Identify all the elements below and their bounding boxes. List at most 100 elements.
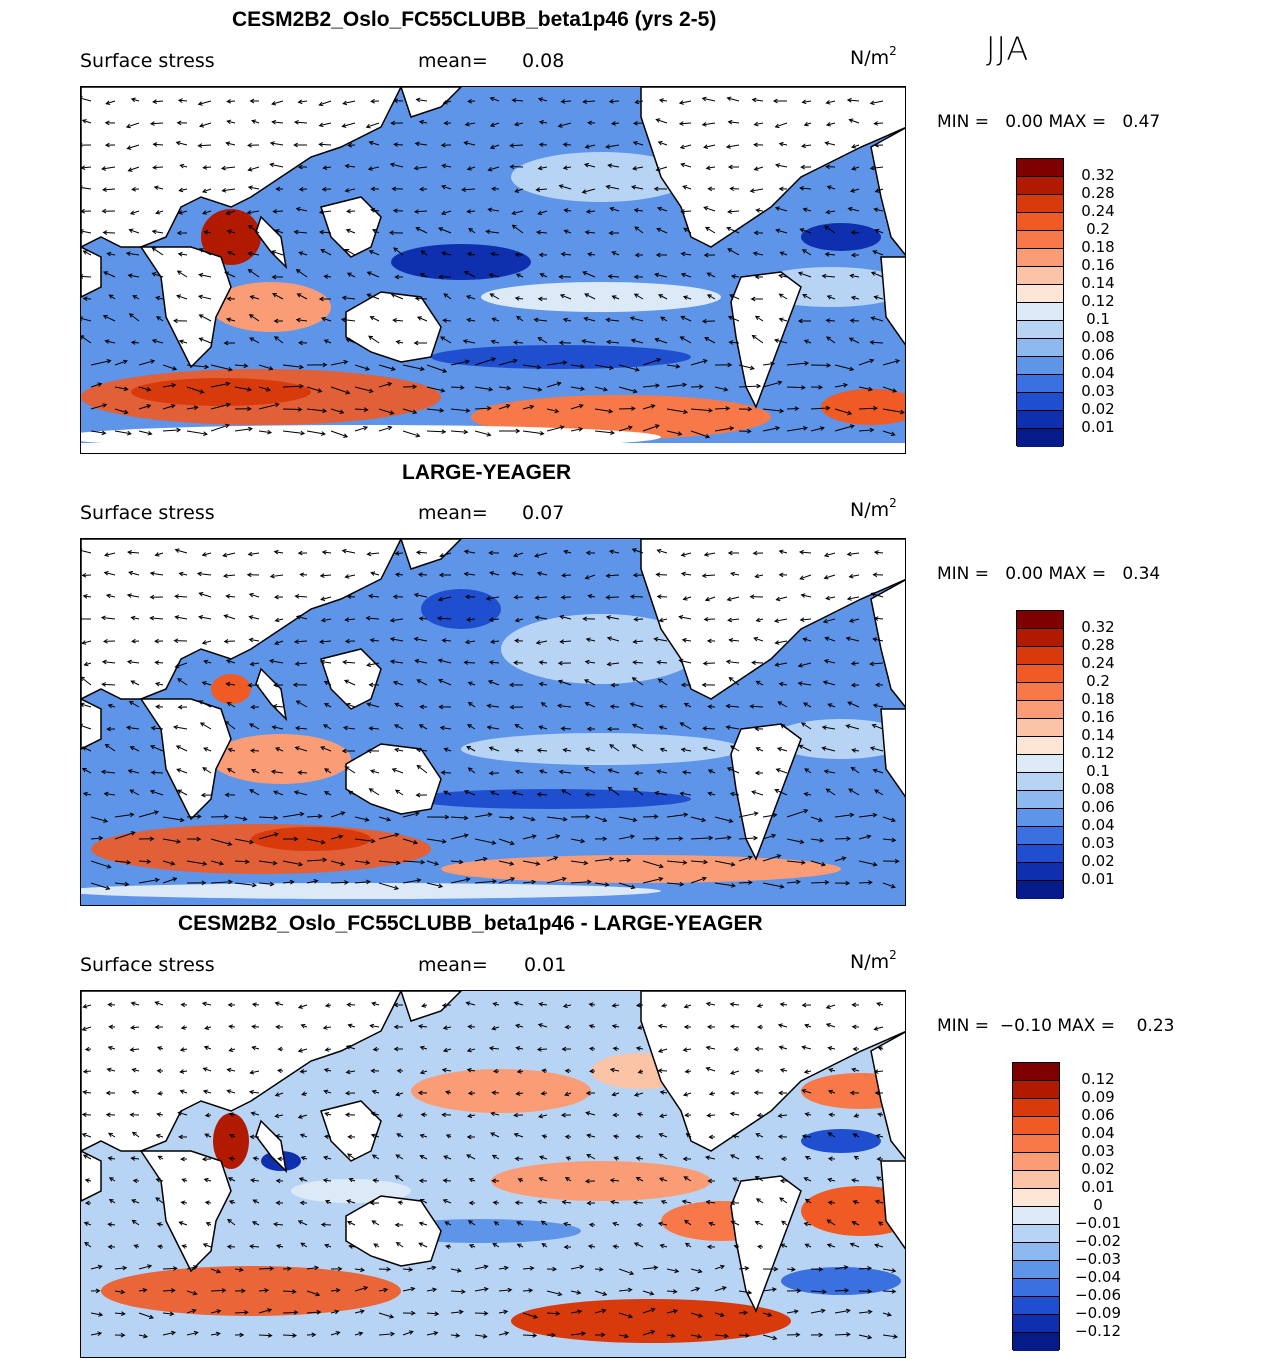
wind-vector-head bbox=[660, 316, 666, 321]
wind-vector-head bbox=[463, 815, 469, 821]
wind-vector bbox=[656, 573, 668, 576]
wind-vector-head bbox=[848, 337, 854, 342]
wind-vector bbox=[204, 1133, 212, 1138]
wind-vector bbox=[474, 1265, 488, 1270]
wind-vector bbox=[732, 1177, 740, 1182]
wind-vector-head bbox=[458, 1309, 464, 1315]
wind-vector-head bbox=[152, 142, 158, 147]
wind-vector-head bbox=[598, 1266, 604, 1272]
wind-vector bbox=[371, 1220, 380, 1226]
wind-vector bbox=[402, 812, 419, 818]
wind-vector-head bbox=[201, 1156, 207, 1162]
wind-vector-head bbox=[176, 120, 182, 126]
wind-vector-head bbox=[704, 337, 710, 342]
wind-vector bbox=[108, 704, 116, 708]
wind-vector-head bbox=[801, 385, 806, 390]
wind-vector-head bbox=[538, 681, 544, 687]
wind-vector bbox=[666, 364, 680, 368]
wind-vector-head bbox=[368, 788, 374, 793]
wind-vector bbox=[490, 640, 500, 643]
wind-vector bbox=[306, 838, 325, 844]
wind-vector-head bbox=[171, 1330, 177, 1336]
wind-vector bbox=[876, 1134, 884, 1138]
wind-vector-head bbox=[389, 617, 395, 623]
map-obs-svg bbox=[81, 539, 905, 905]
wind-vector bbox=[204, 1046, 212, 1050]
wind-vector bbox=[714, 836, 731, 840]
wind-vector-head bbox=[172, 1266, 178, 1271]
wind-vector bbox=[632, 724, 644, 730]
colorbar-swatch bbox=[1013, 1189, 1059, 1207]
wind-vector-head bbox=[323, 274, 329, 279]
wind-vector-head bbox=[127, 167, 133, 172]
wind-vector bbox=[636, 1047, 644, 1050]
stress-patch bbox=[91, 824, 431, 874]
wind-vector-head bbox=[442, 100, 448, 105]
wind-vector bbox=[298, 1004, 308, 1009]
wind-vector-head bbox=[779, 884, 785, 889]
wind-vector-head bbox=[463, 429, 469, 435]
wind-vector-head bbox=[345, 338, 351, 343]
wind-vector-head bbox=[557, 1291, 563, 1297]
wind-vector bbox=[874, 122, 884, 125]
wind-vector-head bbox=[633, 293, 639, 298]
wind-vector bbox=[414, 638, 428, 642]
wind-vector-head bbox=[202, 1067, 208, 1072]
wind-vector-head bbox=[531, 834, 537, 839]
wind-vector bbox=[346, 229, 356, 234]
wind-vector bbox=[152, 247, 164, 256]
wind-vector bbox=[441, 771, 452, 774]
wind-vector-head bbox=[576, 1290, 582, 1295]
wind-vector-head bbox=[413, 592, 419, 598]
wind-vector bbox=[180, 164, 188, 168]
wind-vector-head bbox=[370, 1133, 376, 1139]
wind-vector-head bbox=[396, 1113, 402, 1118]
wind-vector bbox=[594, 1268, 603, 1271]
wind-vector-head bbox=[489, 144, 495, 150]
wind-vector-head bbox=[299, 383, 304, 389]
wind-vector-head bbox=[81, 165, 86, 171]
wind-vector-head bbox=[340, 811, 346, 816]
wind-vector bbox=[131, 1157, 140, 1160]
wind-vector-head bbox=[482, 856, 488, 862]
wind-vector-head bbox=[819, 426, 825, 431]
wind-vector-head bbox=[535, 861, 541, 866]
wind-vector-head bbox=[108, 1132, 113, 1138]
wind-vector bbox=[179, 188, 188, 192]
wind-vector bbox=[755, 1133, 764, 1138]
wind-vector bbox=[366, 617, 380, 620]
wind-vector bbox=[450, 860, 463, 863]
wind-vector-head bbox=[147, 1264, 153, 1269]
wind-vector-head bbox=[512, 340, 518, 345]
wind-vector-head bbox=[393, 142, 399, 147]
wind-vector-head bbox=[444, 814, 450, 820]
wind-vector bbox=[103, 315, 116, 322]
wind-vector-head bbox=[81, 572, 87, 578]
wind-vector-head bbox=[556, 703, 562, 709]
wind-vector bbox=[731, 1221, 740, 1226]
wind-vector bbox=[275, 1002, 284, 1006]
wind-vector bbox=[516, 273, 524, 278]
colorbar-swatch bbox=[1017, 611, 1063, 629]
wind-vector bbox=[564, 230, 572, 234]
wind-vector-head bbox=[293, 142, 298, 148]
wind-vector-head bbox=[82, 1154, 88, 1159]
wind-vector-head bbox=[602, 1291, 608, 1296]
colorbar-swatch bbox=[1017, 231, 1063, 249]
wind-vector bbox=[395, 789, 404, 796]
wind-vector-head bbox=[725, 406, 731, 411]
wind-vector bbox=[420, 273, 428, 278]
wind-vector-head bbox=[730, 1220, 736, 1226]
wind-vector bbox=[175, 616, 188, 620]
wind-vector bbox=[872, 724, 884, 730]
wind-vector-head bbox=[482, 1333, 488, 1339]
wind-vector-head bbox=[802, 637, 808, 642]
wind-vector-head bbox=[286, 1266, 292, 1272]
wind-vector-head bbox=[272, 703, 278, 709]
wind-vector-head bbox=[511, 97, 517, 103]
wind-vector bbox=[873, 704, 884, 708]
wind-vector-head bbox=[876, 1001, 882, 1007]
wind-vector-head bbox=[823, 769, 829, 774]
wind-vector-head bbox=[825, 209, 831, 215]
wind-vector bbox=[467, 319, 476, 322]
